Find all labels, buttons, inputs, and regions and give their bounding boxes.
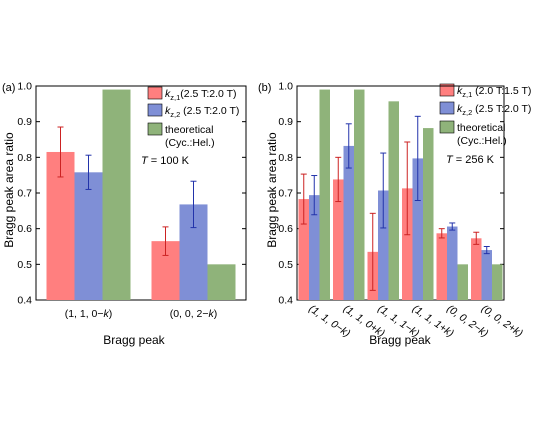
y-tick-label: 0.9 (17, 116, 32, 128)
legend-label-kz1: kz,1 (2.0 T:1.5 T) (457, 85, 531, 99)
panel-a-legend: kz,1(2.5 T:2.0 T) kz,2 (2.5 T:2.0 T) the… (147, 86, 239, 149)
panel-b-legend: kz,1 (2.0 T:1.5 T) kz,2 (2.5 T:2.0 T) th… (439, 83, 531, 147)
y-tick-label: 0.6 (278, 223, 293, 235)
legend-label-theoretical-line2: (Cyc.:Hel.) (165, 137, 215, 149)
panel-a-temperature-annotation: T = 100 K (141, 155, 190, 167)
bar-kz1-1 (333, 179, 344, 300)
y-tick-label: 0.6 (17, 223, 32, 235)
bar-kz1-5 (471, 238, 482, 300)
y-tick-label: 0.9 (278, 116, 293, 128)
bar-kz1-3 (402, 188, 413, 300)
bar-theoretical-2 (388, 101, 399, 300)
panel-a-y-axis-label: Bragg peak area ratio (2, 132, 16, 248)
y-tick-label: 0.4 (278, 295, 293, 307)
bar-kz2-0 (74, 172, 103, 300)
bar-theoretical-0 (102, 89, 131, 300)
y-tick-label: 1.0 (17, 81, 32, 93)
legend-swatch-theoretical (147, 122, 163, 136)
bar-kz2-1 (343, 145, 354, 300)
bar-kz2-3 (412, 158, 423, 300)
y-tick-label: 0.5 (278, 259, 293, 271)
legend-swatch-kz2 (439, 101, 455, 115)
bar-kz1-4 (436, 233, 447, 300)
bar-theoretical-0 (319, 89, 330, 300)
x-category-label: (1, 1, 0−k) (65, 308, 113, 320)
legend-swatch-kz1 (147, 86, 163, 100)
bar-theoretical-4 (457, 264, 468, 300)
bar-kz2-0 (309, 195, 320, 300)
legend-label-kz2: kz,2 (2.5 T:2.0 T) (165, 105, 239, 119)
legend-label-theoretical-line1: theoretical (457, 122, 505, 134)
x-category-label: (0, 0, 2−k) (170, 308, 218, 320)
panel-a-label: (a) (2, 82, 15, 94)
legend-swatch-theoretical (439, 120, 455, 134)
legend-swatch-kz2 (147, 103, 163, 117)
bar-kz2-4 (447, 226, 458, 300)
panel-b-x-axis-label: Bragg peak (369, 333, 431, 347)
panel-a-x-axis-label: Bragg peak (103, 333, 165, 347)
legend-swatch-kz1 (439, 83, 455, 97)
bar-kz2-2 (378, 190, 389, 300)
bar-theoretical-5 (492, 264, 503, 300)
y-tick-label: 0.5 (17, 259, 32, 271)
legend-label-kz1: kz,1(2.5 T:2.0 T) (165, 88, 237, 102)
bar-kz1-0 (298, 199, 309, 300)
legend-label-theoretical-line1: theoretical (165, 124, 213, 136)
y-tick-label: 0.7 (278, 188, 293, 200)
y-tick-label: 1.0 (278, 81, 293, 93)
y-tick-label: 0.8 (17, 152, 32, 164)
bar-kz2-5 (481, 250, 492, 300)
y-tick-label: 0.7 (17, 188, 32, 200)
panel-b-temperature-annotation: T = 256 K (446, 154, 495, 166)
bar-theoretical-3 (423, 128, 434, 300)
panel-b: (b) Bragg peak area ratio Bragg peak kz,… (258, 81, 531, 348)
y-tick-label: 0.4 (17, 295, 32, 307)
panel-b-label: (b) (258, 82, 271, 94)
y-tick-label: 0.8 (278, 152, 293, 164)
bar-theoretical-1 (207, 264, 236, 300)
legend-label-kz2: kz,2 (2.5 T:2.0 T) (457, 103, 531, 117)
panel-a: (a) Bragg peak area ratio Bragg peak kz,… (2, 81, 247, 347)
legend-label-theoretical-line2: (Cyc.:Hel.) (457, 135, 507, 147)
bar-theoretical-1 (354, 89, 365, 300)
panel-b-y-axis-label: Bragg peak area ratio (265, 132, 279, 248)
